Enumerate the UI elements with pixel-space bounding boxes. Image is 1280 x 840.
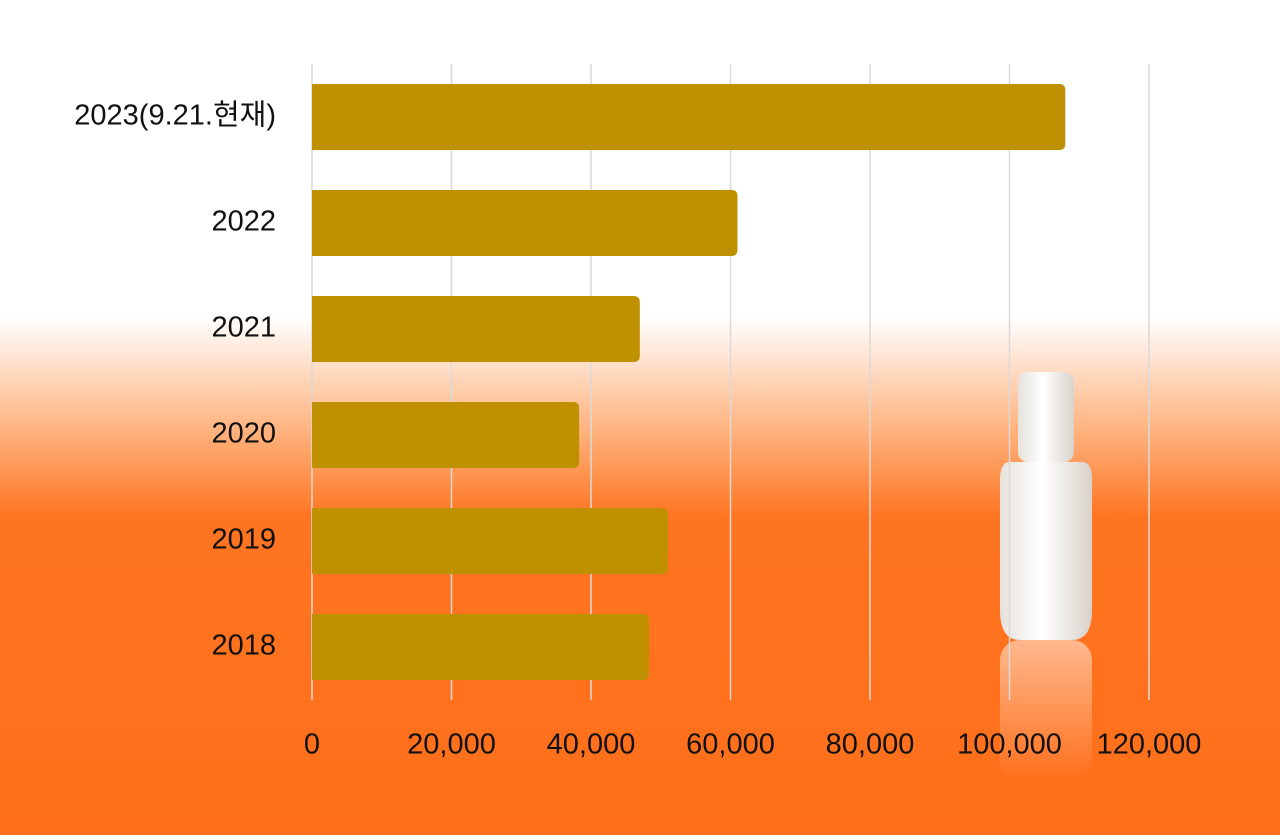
x-tick-label: 100,000	[957, 729, 1062, 761]
bar	[312, 614, 649, 680]
x-tick-label: 120,000	[1097, 729, 1202, 761]
y-tick-label: 2019	[211, 524, 276, 556]
product-image	[1000, 372, 1092, 780]
y-tick-label: 2018	[211, 630, 276, 662]
bar	[312, 84, 1066, 150]
bar	[312, 508, 668, 574]
x-tick-label: 20,000	[407, 729, 496, 761]
bottle-cap	[1018, 372, 1074, 462]
bottle-body	[1000, 462, 1092, 640]
y-tick-label: 2022	[211, 206, 276, 238]
y-tick-label: 2021	[211, 312, 276, 344]
x-tick-label: 40,000	[547, 729, 636, 761]
y-tick-label: 2023(9.21.현재)	[74, 100, 276, 132]
x-tick-label: 80,000	[826, 729, 915, 761]
x-tick-label: 0	[304, 729, 320, 761]
y-tick-label: 2020	[211, 418, 276, 450]
x-tick-label: 60,000	[686, 729, 775, 761]
bar	[312, 190, 738, 256]
bar	[312, 296, 640, 362]
bottle-reflection	[1000, 640, 1092, 780]
grid	[311, 64, 1150, 700]
bar	[312, 402, 580, 468]
